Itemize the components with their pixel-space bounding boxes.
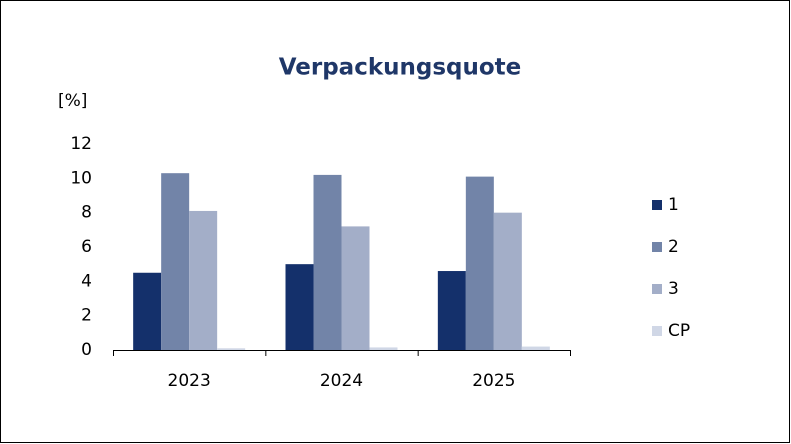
legend-label: 3 <box>668 279 679 299</box>
bar <box>521 346 550 350</box>
bar <box>285 264 314 350</box>
y-tick-label: 2 <box>81 306 92 326</box>
x-tick-label: 2024 <box>320 371 363 391</box>
y-tick-label: 4 <box>81 271 92 291</box>
x-tick-label: 2025 <box>472 371 515 391</box>
y-tick-label: 12 <box>70 134 92 154</box>
bar <box>341 226 370 350</box>
bar <box>437 271 466 350</box>
legend-swatch <box>652 200 662 210</box>
y-tick-label: 10 <box>70 168 92 188</box>
bar <box>369 347 398 350</box>
y-tick-label: 0 <box>81 340 92 360</box>
legend-label: 1 <box>668 195 679 215</box>
bar <box>217 348 246 350</box>
bar <box>161 173 190 350</box>
legend-swatch <box>652 242 662 252</box>
legend-swatch <box>652 326 662 336</box>
legend-swatch <box>652 284 662 294</box>
legend-label: CP <box>668 321 690 341</box>
legend-label: 2 <box>668 237 679 257</box>
bar <box>189 210 218 350</box>
bar <box>493 212 522 350</box>
y-tick-label: 6 <box>81 237 92 257</box>
x-tick-label: 2023 <box>168 371 211 391</box>
bar <box>313 174 342 350</box>
chart-title: Verpackungsquote <box>279 55 522 81</box>
y-axis-label: [%] <box>58 91 87 111</box>
bar <box>133 272 162 350</box>
bar <box>465 176 494 350</box>
y-tick-label: 8 <box>81 203 92 223</box>
